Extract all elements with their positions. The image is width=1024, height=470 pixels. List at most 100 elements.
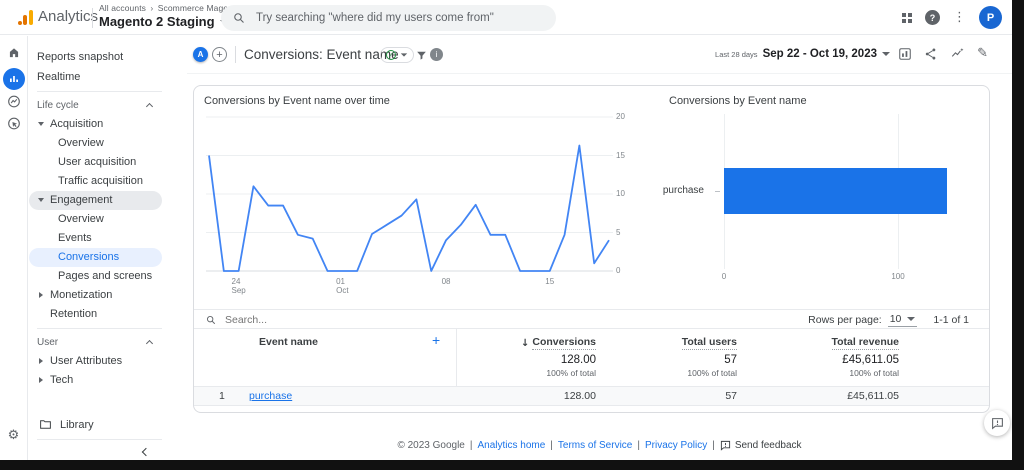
x-axis-tick: 15 <box>545 277 555 286</box>
date-range-picker[interactable]: Last 28 days Sep 22 - Oct 19, 2023 <box>715 48 890 60</box>
terms-of-service-link[interactable]: Terms of Service <box>557 440 633 451</box>
sidebar-item-tech[interactable]: Tech <box>29 371 186 390</box>
purchase-bar[interactable] <box>724 168 947 214</box>
bar-chart-plot[interactable] <box>724 114 982 269</box>
sidebar-item-conversions-selected[interactable]: Conversions <box>29 247 162 267</box>
add-comparison-button[interactable]: + <box>212 47 227 62</box>
collapse-sidebar-button[interactable] <box>29 444 186 460</box>
rows-per-page-select[interactable]: 10 <box>887 313 918 327</box>
divider <box>37 438 162 440</box>
line-chart-plot[interactable] <box>206 112 613 274</box>
table-row[interactable]: 1 purchase 128.00 57 £45,611.05 <box>194 386 989 406</box>
cell-total-revenue: £45,611.05 <box>847 390 899 402</box>
column-conversions-sorted[interactable]: ↓ Conversions <box>521 336 596 350</box>
totals-conversions: 128.00 100% of total <box>546 354 596 378</box>
insights-icon[interactable] <box>950 47 965 61</box>
column-total-revenue[interactable]: Total revenue <box>831 336 899 350</box>
chevron-down-icon <box>882 52 890 56</box>
admin-gear-icon[interactable]: ⚙ <box>7 428 20 443</box>
privacy-policy-link[interactable]: Privacy Policy <box>644 440 708 451</box>
global-search[interactable] <box>221 5 556 31</box>
kebab-menu-icon[interactable]: ⋮ <box>953 10 966 25</box>
table-totals-row: 128.00 100% of total 57 100% of total £4… <box>194 354 989 386</box>
sidebar-item-realtime[interactable]: Realtime <box>37 71 81 83</box>
search-input[interactable] <box>254 11 534 25</box>
table-search-input[interactable] <box>223 313 343 327</box>
divider <box>235 46 236 63</box>
chevron-down-icon <box>907 317 916 321</box>
sidebar-section-life-cycle[interactable]: Life cycle <box>29 96 186 115</box>
chevron-up-icon <box>145 102 154 110</box>
edit-icon[interactable]: ✎ <box>977 46 988 61</box>
search-icon <box>234 13 244 23</box>
x-axis-tick: 01 Oct <box>336 277 349 295</box>
y-axis-tick: 0 <box>616 266 621 275</box>
chevron-expanded-icon <box>38 198 44 203</box>
sidebar-item-retention[interactable]: Retention <box>50 307 98 320</box>
sidebar-item-monetization[interactable]: Monetization <box>29 286 186 305</box>
breadcrumb-root[interactable]: All accounts <box>99 3 147 13</box>
chevron-collapsed-icon <box>39 376 43 383</box>
row-rank: 1 <box>219 390 225 402</box>
date-range-preset: Last 28 days <box>715 49 758 59</box>
sidebar-item-user-acquisition[interactable]: User acquisition <box>58 155 137 168</box>
divider <box>37 327 162 329</box>
sidebar-item-library[interactable]: Library <box>29 415 186 435</box>
breadcrumb-account[interactable]: Scommerce Mage <box>157 3 229 13</box>
breadcrumb: All accounts › Scommerce Mage <box>99 3 228 13</box>
feedback-icon <box>991 417 1003 430</box>
report-valid-badge[interactable]: ✓ <box>380 47 414 63</box>
feedback-fab[interactable] <box>984 410 1010 436</box>
copyright: © 2023 Google <box>397 440 465 451</box>
sidebar-item-acquisition-overview[interactable]: Overview <box>58 136 104 149</box>
sidebar-item-pages-and-screens[interactable]: Pages and screens <box>58 269 153 282</box>
search-icon <box>207 316 216 325</box>
app-bar: Analytics All accounts › Scommerce Mage … <box>0 0 1012 35</box>
advertising-icon[interactable] <box>6 116 21 131</box>
explore-icon[interactable] <box>6 94 21 109</box>
analytics-logo-icon[interactable] <box>18 10 33 25</box>
reports-icon[interactable] <box>2 68 25 90</box>
share-icon[interactable] <box>924 47 938 61</box>
event-name-link[interactable]: purchase <box>249 390 293 402</box>
brand-name: Analytics <box>38 8 99 25</box>
send-feedback-link[interactable]: Send feedback <box>720 440 802 451</box>
customize-report-icon[interactable] <box>898 47 912 61</box>
line-chart-title: Conversions by Event name over time <box>204 95 390 107</box>
chevron-collapsed-icon <box>39 291 43 298</box>
sidebar-item-user-attributes[interactable]: User Attributes <box>29 352 186 371</box>
cell-conversions: 128.00 <box>563 390 596 402</box>
page-footer: © 2023 Google | Analytics home | Terms o… <box>397 440 802 451</box>
sidebar-item-engagement-overview[interactable]: Overview <box>58 212 104 225</box>
column-total-users[interactable]: Total users <box>681 336 737 350</box>
folder-icon <box>40 420 51 430</box>
main-content: A + Conversions: Event name ✓ i Last 28 … <box>187 36 1012 460</box>
sidebar-item-events[interactable]: Events <box>58 231 92 244</box>
axis-tick <box>715 191 720 192</box>
bar-chart-title: Conversions by Event name <box>669 95 807 107</box>
report-header: A + Conversions: Event name ✓ i Last 28 … <box>187 36 1012 74</box>
help-icon[interactable]: ? <box>925 10 940 25</box>
chevron-collapsed-icon <box>39 357 43 364</box>
add-column-button[interactable]: + <box>432 332 441 348</box>
sidebar-section-user[interactable]: User <box>29 333 186 352</box>
avatar[interactable]: P <box>979 6 1002 29</box>
comparison-chip-all-users[interactable]: A <box>193 47 208 62</box>
apps-grid-icon[interactable] <box>902 12 912 23</box>
totals-users: 57 100% of total <box>687 354 737 378</box>
sidebar-item-engagement[interactable]: Engagement <box>29 190 162 210</box>
sidebar-item-reports-snapshot[interactable]: Reports snapshot <box>37 51 124 63</box>
filter-icon[interactable] <box>415 49 428 67</box>
page-title: Conversions: Event name <box>244 47 399 62</box>
sidebar-item-traffic-acquisition[interactable]: Traffic acquisition <box>58 174 143 187</box>
home-icon[interactable] <box>7 46 21 60</box>
sidebar-item-acquisition[interactable]: Acquisition <box>29 115 186 134</box>
account-property-switcher[interactable]: All accounts › Scommerce Mage Magento 2 … <box>99 3 228 29</box>
date-range-value: Sep 22 - Oct 19, 2023 <box>762 48 877 60</box>
analytics-window: Analytics All accounts › Scommerce Mage … <box>0 0 1012 460</box>
divider <box>37 91 162 92</box>
info-icon[interactable]: i <box>430 48 443 61</box>
table-search[interactable] <box>206 313 343 327</box>
analytics-home-link[interactable]: Analytics home <box>477 440 546 451</box>
